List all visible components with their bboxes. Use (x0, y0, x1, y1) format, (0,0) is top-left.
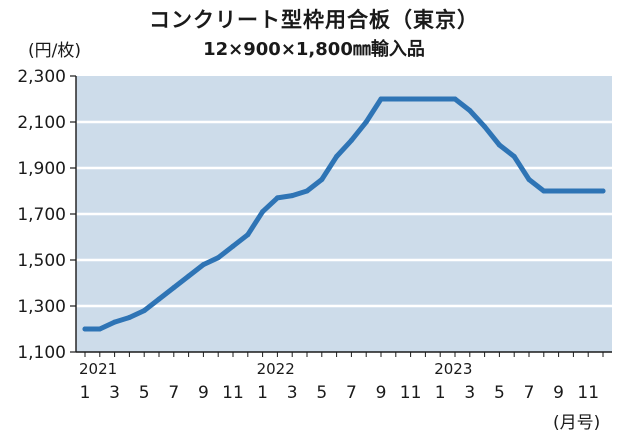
data-point (348, 137, 354, 143)
x-axis-unit-label: (月号) (553, 413, 601, 433)
data-point (186, 273, 192, 279)
x-tick-label: 1 (80, 383, 91, 403)
year-label: 2023 (434, 360, 472, 378)
y-tick-label: 1,700 (17, 205, 66, 225)
data-point (245, 232, 251, 238)
y-tick-label: 2,100 (17, 113, 66, 133)
data-point (526, 177, 532, 182)
data-point (156, 296, 162, 302)
x-tick-label: 7 (524, 383, 535, 403)
x-tick-label: 5 (494, 383, 505, 403)
chart-title: コンクリート型枠用合板（東京） (149, 8, 479, 32)
data-point (600, 188, 606, 194)
data-point (482, 124, 488, 130)
data-point (304, 188, 310, 194)
data-point (141, 308, 147, 314)
data-point (570, 188, 576, 194)
data-point (496, 142, 502, 148)
y-axis-unit-label: (円/枚) (28, 41, 81, 61)
year-label: 2021 (79, 360, 117, 378)
data-point (422, 96, 428, 102)
x-tick-label: 3 (109, 383, 120, 403)
x-tick-label: 9 (376, 383, 387, 403)
data-point (511, 154, 517, 159)
data-point (363, 119, 369, 125)
x-tick-label: 5 (139, 383, 150, 403)
x-tick-label: 7 (168, 383, 179, 403)
data-point (126, 315, 132, 320)
data-point (393, 96, 399, 102)
chart-subtitle: 12×900×1,800㎜輸入品 (203, 39, 425, 60)
x-tick-label: 11 (400, 383, 422, 403)
data-point (452, 96, 458, 102)
x-tick-label: 1 (435, 383, 446, 403)
x-tick-label: 3 (287, 383, 298, 403)
data-point (541, 188, 547, 194)
data-point (289, 193, 295, 199)
data-point (230, 243, 236, 249)
data-point (556, 188, 562, 194)
data-point (82, 326, 88, 332)
x-tick-label: 1 (257, 383, 268, 403)
data-point (260, 209, 266, 215)
data-point (200, 262, 206, 268)
data-point (408, 96, 414, 102)
x-tick-label: 7 (346, 383, 357, 403)
x-tick-label: 9 (553, 383, 564, 403)
y-tick-label: 1,300 (17, 297, 66, 317)
y-tick-label: 1,100 (17, 343, 66, 363)
y-tick-label: 1,900 (17, 159, 66, 179)
data-point (97, 326, 103, 332)
data-point (319, 177, 325, 182)
x-tick-label: 3 (464, 383, 475, 403)
data-point (378, 96, 384, 102)
data-point (437, 96, 443, 102)
data-point (334, 154, 340, 159)
data-point (171, 285, 177, 291)
y-tick-label: 1,500 (17, 251, 66, 271)
data-point (274, 195, 280, 201)
x-tick-label: 9 (198, 383, 209, 403)
x-tick-label: 11 (577, 383, 599, 403)
x-tick-label: 11 (222, 383, 244, 403)
data-point (112, 319, 118, 325)
data-point (467, 108, 473, 113)
data-point (585, 188, 591, 194)
x-tick-label: 5 (316, 383, 327, 403)
y-tick-label: 2,300 (17, 67, 66, 87)
series-line (82, 96, 606, 332)
data-point (215, 255, 221, 261)
year-label: 2022 (257, 360, 295, 378)
